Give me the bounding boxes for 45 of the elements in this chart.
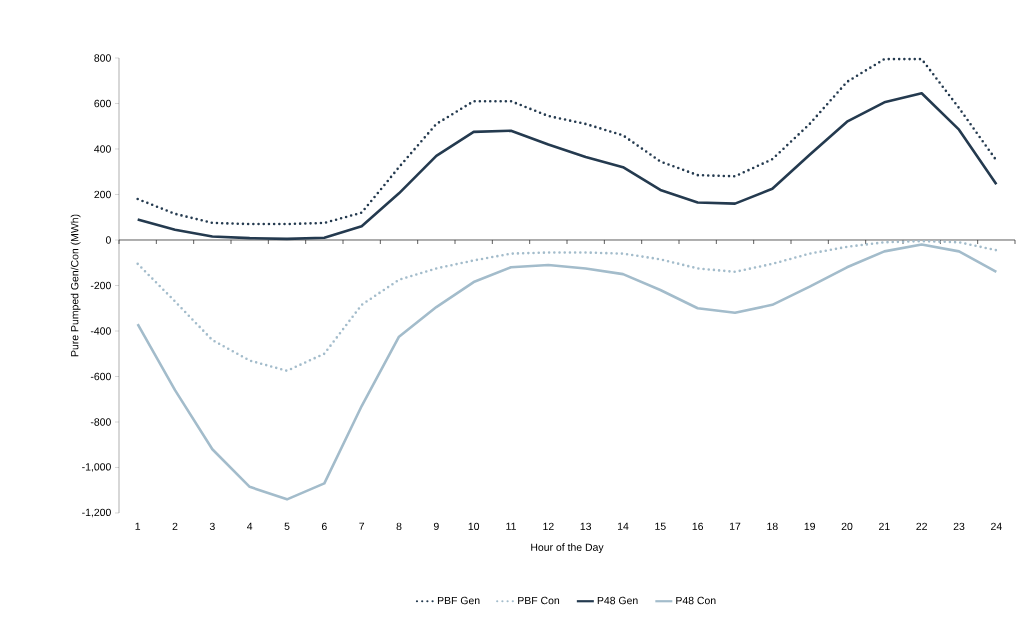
x-tick-label: 8 [396, 522, 402, 531]
y-tick-label: 200 [94, 190, 111, 199]
legend-label: P48 Gen [597, 596, 638, 605]
x-tick-label: 16 [692, 522, 704, 531]
x-tick-label: 2 [172, 522, 178, 530]
y-tick-label: -400 [90, 327, 111, 335]
x-tick-label: 4 [247, 522, 253, 530]
x-axis-title: Hour of the Day [531, 543, 604, 553]
x-tick-label: 6 [321, 522, 327, 531]
y-tick-label: -200 [90, 281, 111, 290]
x-tick-label: 18 [767, 522, 778, 531]
y-tick-label: 800 [94, 54, 111, 62]
legend-label: PBF Con [518, 596, 560, 605]
y-tick-label: -1,200 [82, 508, 111, 518]
line-series [136, 91, 998, 241]
legend-label: PBF Gen [437, 596, 480, 605]
x-tick-label: 12 [543, 522, 554, 530]
y-axis-title: Pure Pumped Gen/Con (MWh) [70, 214, 81, 357]
line-series [136, 243, 998, 501]
x-tick-label: 7 [359, 522, 365, 530]
x-tick-label: 17 [729, 522, 741, 530]
x-tick-label: 13 [580, 522, 592, 531]
y-tick-label: 600 [94, 99, 111, 108]
y-tick-label: -1,000 [82, 463, 111, 472]
x-tick-label: 3 [209, 522, 215, 531]
legend-label: P48 Con [676, 596, 716, 605]
x-tick-label: 10 [468, 522, 480, 531]
x-tick-label: 19 [804, 522, 815, 531]
x-tick-label: 24 [991, 522, 1002, 530]
line-series [136, 57, 998, 226]
x-tick-label: 5 [284, 522, 290, 530]
x-tick-label: 22 [916, 522, 927, 530]
x-tick-label: 20 [841, 522, 853, 531]
y-tick-label: 400 [94, 145, 111, 153]
x-tick-label: 9 [433, 522, 439, 531]
x-tick-label: 14 [617, 522, 629, 530]
y-tick-label: -600 [90, 372, 111, 381]
x-tick-label: 21 [879, 522, 890, 530]
x-tick-label: 23 [953, 522, 965, 531]
x-tick-label: 1 [135, 522, 141, 530]
y-tick-label: 0 [105, 236, 111, 244]
y-tick-label: -800 [90, 418, 111, 426]
line-series [136, 239, 998, 373]
x-tick-label: 11 [506, 522, 516, 530]
x-tick-label: 15 [655, 522, 666, 530]
